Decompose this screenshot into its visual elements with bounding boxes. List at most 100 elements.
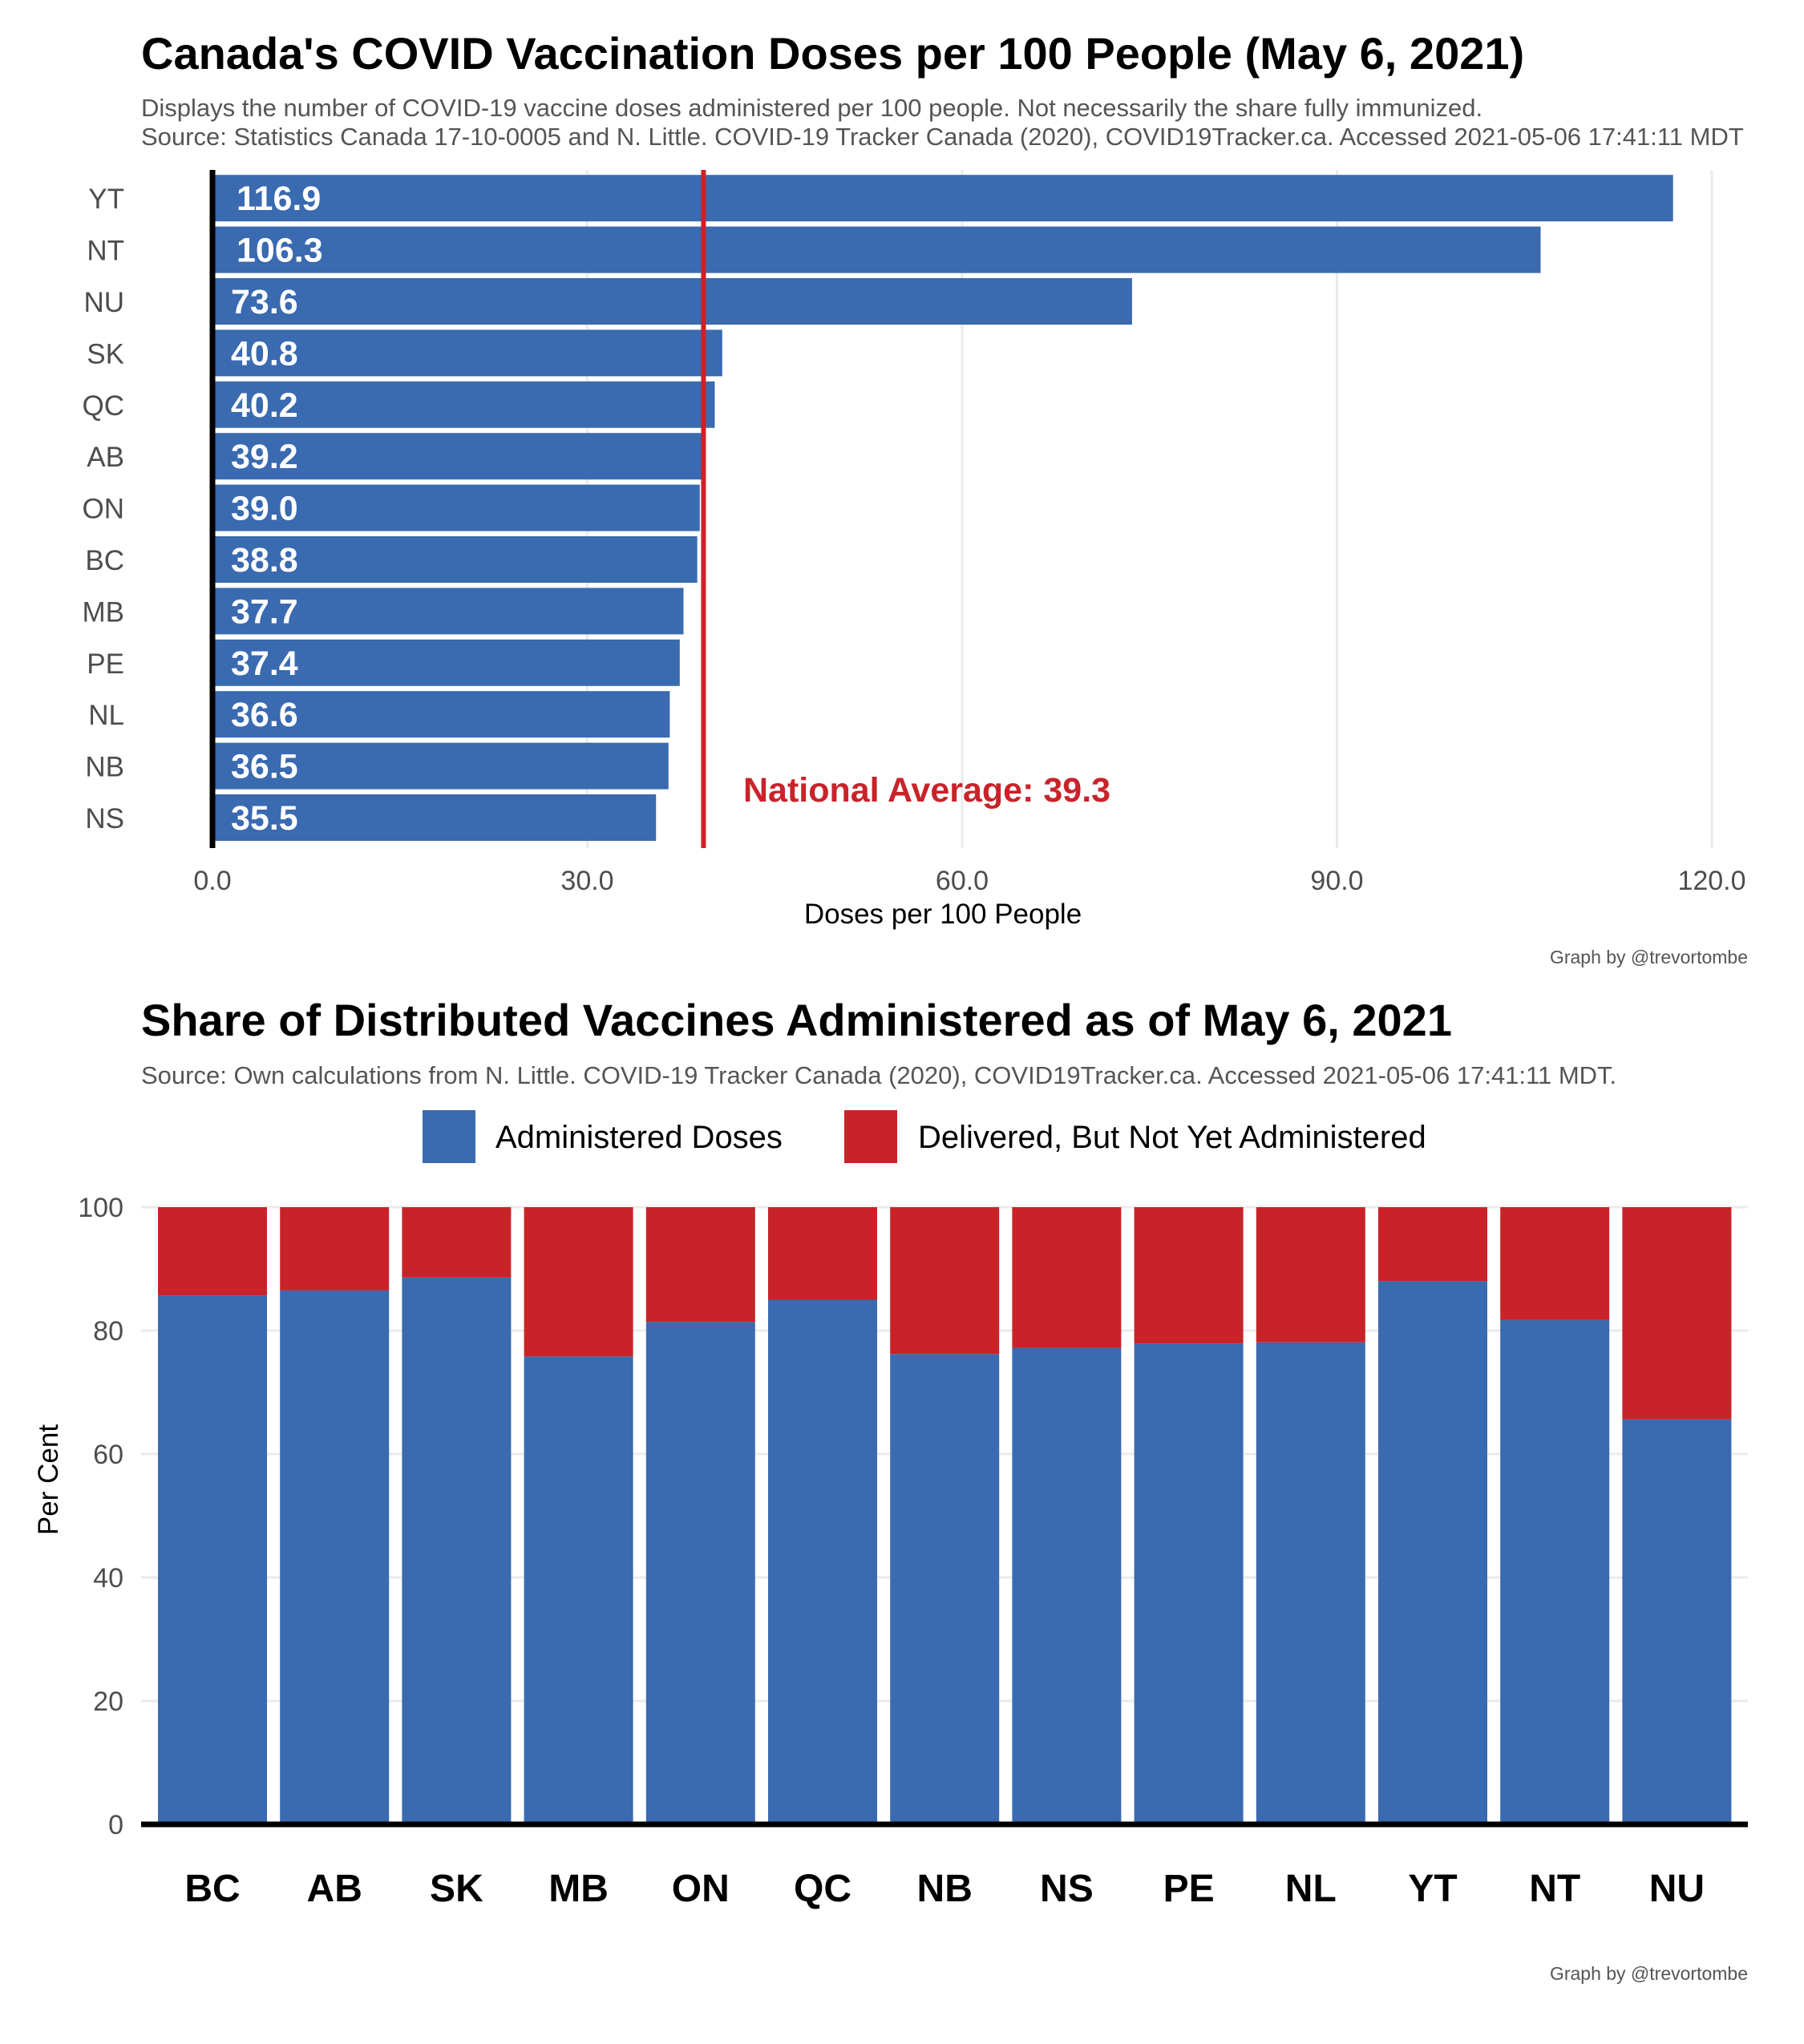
chart2-subtitle: Source: Own calculations from N. Little.… [141,1061,1616,1089]
chart2-bar-pending [1134,1207,1244,1344]
chart1-x-tick-label: 30.0 [560,866,613,896]
chart1-category-label: NB [85,752,124,783]
chart2-y-tick-label: 80 [93,1316,123,1347]
chart2-bar-pending [1622,1207,1732,1420]
chart2-bar-administered [402,1277,512,1824]
chart2-bar-pending [768,1207,877,1300]
chart1-title: Canada's COVID Vaccination Doses per 100… [141,28,1524,79]
chart2-bar-administered [1134,1343,1244,1824]
chart2-y-axis-title: Per Cent [33,1424,64,1535]
chart1-bar [212,381,715,428]
chart2-bar-administered [1012,1347,1122,1824]
chart1-bar [212,433,702,480]
legend-label-pending: Delivered, But Not Yet Administered [918,1120,1426,1155]
chart-share-administered: Share of Distributed Vaccines Administer… [33,995,1748,1984]
chart2-bar-administered [1378,1281,1487,1824]
chart1-category-labels: YT NT NU SK QC AB ON BC MB PE NL NB NS [83,184,125,834]
chart2-legend: Administered Doses Delivered, But Not Ye… [423,1110,1426,1163]
national-average-label: National Average: 39.3 [743,771,1110,810]
chart1-bar-value-label: 40.2 [231,386,298,425]
chart1-bar-value-label: 37.4 [231,644,298,683]
chart2-category-label: NT [1529,1868,1580,1910]
chart1-subtitle-line1: Displays the number of COVID-19 vaccine … [141,94,1482,122]
chart2-bar-pending [1500,1207,1610,1320]
chart2-bar-pending [1012,1207,1122,1348]
chart1-bar [212,536,698,583]
chart2-y-tick-label: 20 [93,1687,123,1717]
chart2-bars [158,1207,1732,1824]
chart2-bar-administered [1256,1342,1365,1824]
chart1-category-label: MB [83,596,125,628]
chart2-category-label: SK [430,1868,483,1910]
chart2-bar-pending [1378,1207,1487,1282]
chart1-bar-value-label: 73.6 [231,283,298,321]
chart1-category-label: SK [87,338,124,370]
chart2-bar-pending [280,1207,390,1291]
chart1-x-tick-label: 120.0 [1677,866,1745,896]
chart2-bar-pending [158,1207,267,1296]
chart2-category-label: YT [1408,1868,1457,1910]
chart1-category-label: NL [88,700,124,731]
chart2-bar-administered [645,1322,755,1824]
chart1-bar-value-label: 106.3 [237,232,323,270]
chart1-category-label: AB [87,442,124,473]
chart1-credit: Graph by @trevortombe [1550,947,1748,967]
chart2-bar-administered [768,1299,877,1824]
chart2-bar-administered [1500,1319,1610,1824]
chart1-bar-value-label: 39.0 [231,490,298,528]
chart1-category-label: NT [87,236,124,267]
chart1-category-label: PE [87,648,124,680]
chart2-y-tick-label: 100 [78,1193,123,1223]
chart-doses-per-100: Canada's COVID Vaccination Doses per 100… [83,28,1749,967]
chart1-x-axis-title: Doses per 100 People [804,899,1082,930]
chart2-category-label: AB [307,1868,362,1910]
chart1-x-tick-labels: 0.0 30.0 60.0 90.0 120.0 [193,866,1745,896]
chart2-category-label: NU [1649,1868,1705,1910]
chart1-category-label: ON [83,494,125,525]
legend-key-administered [423,1110,475,1163]
chart2-y-tick-label: 0 [108,1810,123,1840]
chart2-category-label: NL [1285,1868,1337,1910]
legend-key-pending [844,1110,897,1163]
chart2-y-tick-labels: 0 20 40 60 80 100 [78,1193,123,1840]
chart1-bar-value-label: 38.8 [231,541,298,580]
chart2-y-tick-label: 60 [93,1440,123,1470]
chart1-bar-value-label: 36.6 [231,696,298,734]
chart1-bar-value-label: 39.2 [231,438,298,476]
chart1-bar-value-label: 37.7 [231,592,298,631]
chart2-bar-administered [158,1295,267,1824]
chart2-y-tick-label: 40 [93,1563,123,1594]
chart1-bar [212,484,700,531]
chart1-bar-value-label: 40.8 [231,334,298,373]
chart2-category-label: BC [184,1868,240,1910]
chart2-bar-pending [890,1207,1000,1355]
chart2-title: Share of Distributed Vaccines Administer… [141,995,1452,1045]
chart1-bar [212,278,1132,325]
chart1-bars [212,175,1673,841]
chart1-bar-labels: 116.9 106.3 73.6 40.8 40.2 39.2 39.0 38.8 37.7 37… [231,180,323,838]
chart2-category-labels: BC AB SK MB ON QC NB NS PE NL YT NT NU [184,1868,1705,1910]
chart1-x-tick-label: 90.0 [1310,866,1363,896]
chart1-bar [212,175,1673,222]
chart1-bar [212,329,722,377]
chart1-x-tick-label: 0.0 [193,866,231,896]
chart2-category-label: NB [917,1868,973,1910]
chart1-bar [212,226,1541,273]
chart2-bar-administered [890,1354,1000,1824]
chart1-bar [212,639,680,686]
chart1-bar-value-label: 36.5 [231,748,298,786]
chart1-category-label: QC [83,390,125,422]
chart2-category-label: MB [548,1868,609,1910]
chart1-bar-value-label: 116.9 [237,180,321,218]
chart2-credit: Graph by @trevortombe [1550,1963,1748,1984]
chart2-bar-pending [524,1207,633,1357]
chart1-category-label: BC [85,545,124,576]
chart1-x-tick-label: 60.0 [936,866,989,896]
chart2-category-label: PE [1163,1868,1215,1910]
chart1-bar [212,794,657,841]
chart2-bar-administered [280,1290,390,1824]
chart1-category-label: NS [85,803,124,834]
chart2-bar-pending [645,1207,755,1323]
chart1-subtitle-line2: Source: Statistics Canada 17-10-0005 and… [141,123,1744,151]
